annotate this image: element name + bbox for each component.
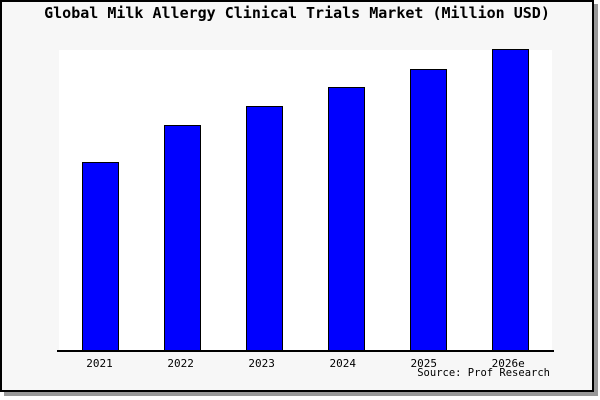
plot-area [59, 49, 552, 351]
bars [59, 49, 552, 351]
source-note: Source: Prof Research [417, 367, 550, 379]
bar-2021 [81, 162, 119, 351]
x-label-2024: 2024 [329, 357, 356, 370]
x-label-2026e: 2026e [491, 357, 525, 370]
x-label-2023: 2023 [248, 357, 275, 370]
bar-2025 [410, 69, 448, 351]
x-label-2025: 2025 [410, 357, 438, 370]
chart-title: Global Milk Allergy Clinical Trials Mark… [44, 4, 550, 22]
bar-2026e [492, 49, 530, 351]
x-axis-labels: 2021 2022 2023 2024 2025 2026e [59, 357, 552, 370]
bar-2024 [328, 87, 366, 351]
x-label-2022: 2022 [167, 357, 194, 370]
bar-2023 [245, 106, 283, 351]
bar-2022 [163, 125, 201, 351]
x-axis-line [57, 350, 554, 352]
x-label-2021: 2021 [86, 357, 113, 370]
